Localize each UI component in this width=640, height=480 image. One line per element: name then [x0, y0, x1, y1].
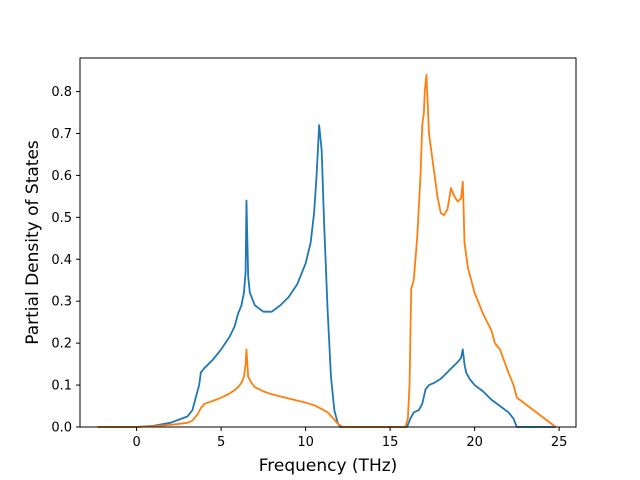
y-tick-label: 0.7 — [51, 127, 72, 142]
y-tick-label: 0.4 — [51, 253, 72, 268]
x-axis-title: Frequency (THz) — [259, 456, 398, 476]
x-tick-label: 10 — [297, 435, 314, 450]
series-line-2 — [97, 73, 557, 428]
y-tick-label: 0.6 — [51, 169, 72, 184]
y-tick-label: 0.5 — [51, 211, 72, 226]
y-tick-label: 0.1 — [51, 379, 72, 394]
x-axis-ticks: 0 5 10 15 20 25 — [132, 427, 567, 450]
x-tick-label: 20 — [466, 435, 483, 450]
axes-frame — [79, 57, 577, 428]
y-tick-label: 0.0 — [51, 421, 72, 436]
y-axis-ticks: 0.0 0.1 0.2 0.3 0.4 0.5 0.6 0.7 0.8 — [51, 85, 80, 436]
x-tick-label: 25 — [551, 435, 568, 450]
y-tick-label: 0.8 — [51, 85, 72, 100]
x-tick-label: 15 — [382, 435, 399, 450]
series-layer — [97, 73, 557, 428]
y-tick-label: 0.3 — [51, 295, 72, 310]
x-tick-label: 5 — [217, 435, 225, 450]
series-line-1 — [97, 124, 556, 428]
y-tick-label: 0.2 — [51, 337, 72, 352]
y-axis-title: Partial Density of States — [23, 140, 43, 345]
x-tick-label: 0 — [132, 435, 140, 450]
